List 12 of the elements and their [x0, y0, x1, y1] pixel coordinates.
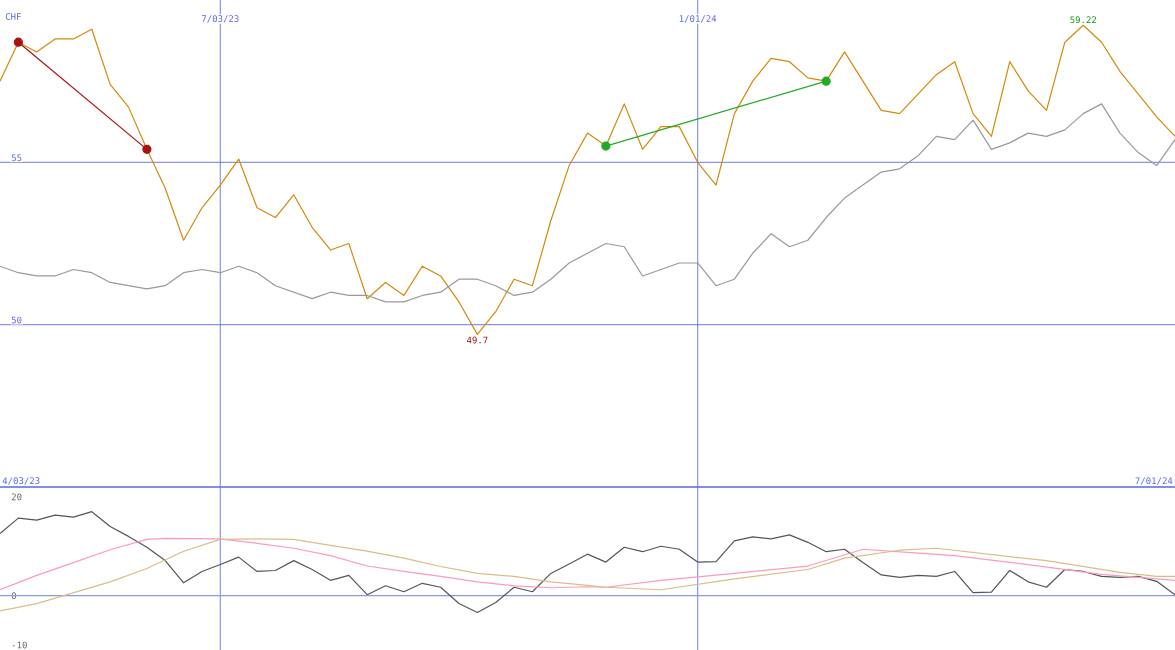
annotation: 7/01/24	[1135, 477, 1173, 485]
x-tick-label: 7/03/23	[201, 15, 239, 23]
y-tick-label: -10	[12, 641, 27, 649]
annotation: 49.7	[466, 336, 488, 344]
y-tick-label: 50	[11, 316, 22, 324]
x-tick-label: 1/01/24	[679, 15, 717, 23]
y-axis-title: CHF	[5, 13, 21, 20]
y-tick-label: 20	[11, 493, 22, 501]
annotation: 4/03/23	[2, 477, 40, 485]
y-tick-label: 55	[11, 154, 22, 162]
annotation: 59.22	[1070, 16, 1096, 24]
line-series	[0, 511, 1175, 614]
